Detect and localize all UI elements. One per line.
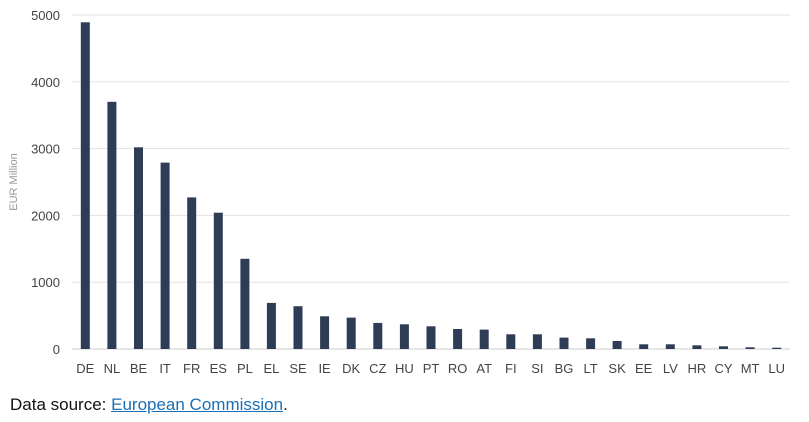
x-tick-label-pt: PT: [423, 361, 440, 376]
bar-ro: [453, 329, 463, 349]
x-tick-label-hr: HR: [688, 361, 707, 376]
x-tick-label-ee: EE: [635, 361, 653, 376]
gridlines: [72, 14, 790, 283]
x-tick-label-pl: PL: [237, 361, 253, 376]
x-tick-label-lt: LT: [583, 361, 597, 376]
y-tick-label: 1000: [31, 275, 60, 290]
data-source-note: Data source: European Commission.: [10, 395, 288, 415]
bar-bg: [559, 337, 569, 349]
x-tick-label-si: SI: [531, 361, 543, 376]
bar-nl: [107, 101, 117, 349]
bar-si: [532, 334, 542, 349]
x-tick-label-fi: FI: [505, 361, 517, 376]
bar-sk: [612, 341, 622, 349]
y-tick-label: 0: [53, 342, 60, 357]
x-tick-label-bg: BG: [555, 361, 574, 376]
y-tick-label: 3000: [31, 142, 60, 157]
x-tick-label-ro: RO: [448, 361, 468, 376]
bar-cz: [373, 322, 383, 349]
y-axis-title: EUR Million: [8, 153, 20, 210]
bar-it: [160, 162, 170, 349]
x-tick-label-hu: HU: [395, 361, 414, 376]
x-tick-label-lv: LV: [663, 361, 678, 376]
y-tick-label: 2000: [31, 208, 60, 223]
data-source-prefix: Data source:: [10, 395, 112, 414]
x-tick-label-fr: FR: [183, 361, 200, 376]
x-tick-label-nl: NL: [104, 361, 121, 376]
x-axis: DE NL BE IT FR ES PL EL SE IE DK CZ HU PT RO AT FI SI BG LT…: [76, 361, 785, 376]
x-tick-label-de: DE: [76, 361, 94, 376]
x-tick-label-cy: CY: [714, 361, 732, 376]
x-tick-label-dk: DK: [342, 361, 360, 376]
y-tick-label: 5000: [31, 8, 60, 23]
x-tick-label-mt: MT: [741, 361, 760, 376]
bar-ie: [320, 316, 330, 349]
x-tick-label-at: AT: [476, 361, 492, 376]
bar-mt: [745, 347, 755, 349]
bar-cy: [719, 346, 728, 349]
x-tick-label-es: ES: [210, 361, 228, 376]
data-source-suffix: .: [283, 395, 288, 414]
bar-el: [266, 302, 276, 349]
bar-pl: [240, 258, 250, 349]
x-tick-label-lu: LU: [768, 361, 785, 376]
bar-se: [293, 306, 303, 349]
bar-ee: [639, 344, 649, 349]
y-tick-label: 4000: [31, 75, 60, 90]
bar-lu: [772, 347, 782, 349]
x-tick-label-se: SE: [289, 361, 307, 376]
bar-es: [213, 212, 223, 349]
bar-be: [134, 147, 143, 349]
bar-dk: [346, 317, 356, 349]
bar-pt: [426, 326, 436, 349]
bar-lv: [665, 344, 675, 349]
bar-lt: [586, 338, 596, 349]
x-tick-label-it: IT: [159, 361, 171, 376]
bar-de: [80, 22, 90, 350]
european-commission-link[interactable]: European Commission: [111, 395, 284, 414]
bar-at: [479, 329, 489, 349]
x-tick-label-el: EL: [263, 361, 279, 376]
bars: [80, 22, 782, 350]
x-tick-label-sk: SK: [608, 361, 626, 376]
y-axis: 0 1000 2000 3000 4000 5000: [31, 8, 60, 357]
bar-chart: 0 1000 2000 3000 4000 5000 DE NL BE IT FR ES PL EL SE…: [8, 8, 790, 376]
bar-fr: [187, 197, 197, 349]
x-tick-label-cz: CZ: [369, 361, 386, 376]
x-tick-label-be: BE: [130, 361, 148, 376]
x-tick-label-ie: IE: [318, 361, 331, 376]
bar-hr: [692, 345, 702, 349]
bar-hu: [399, 324, 409, 349]
bar-fi: [506, 334, 516, 349]
